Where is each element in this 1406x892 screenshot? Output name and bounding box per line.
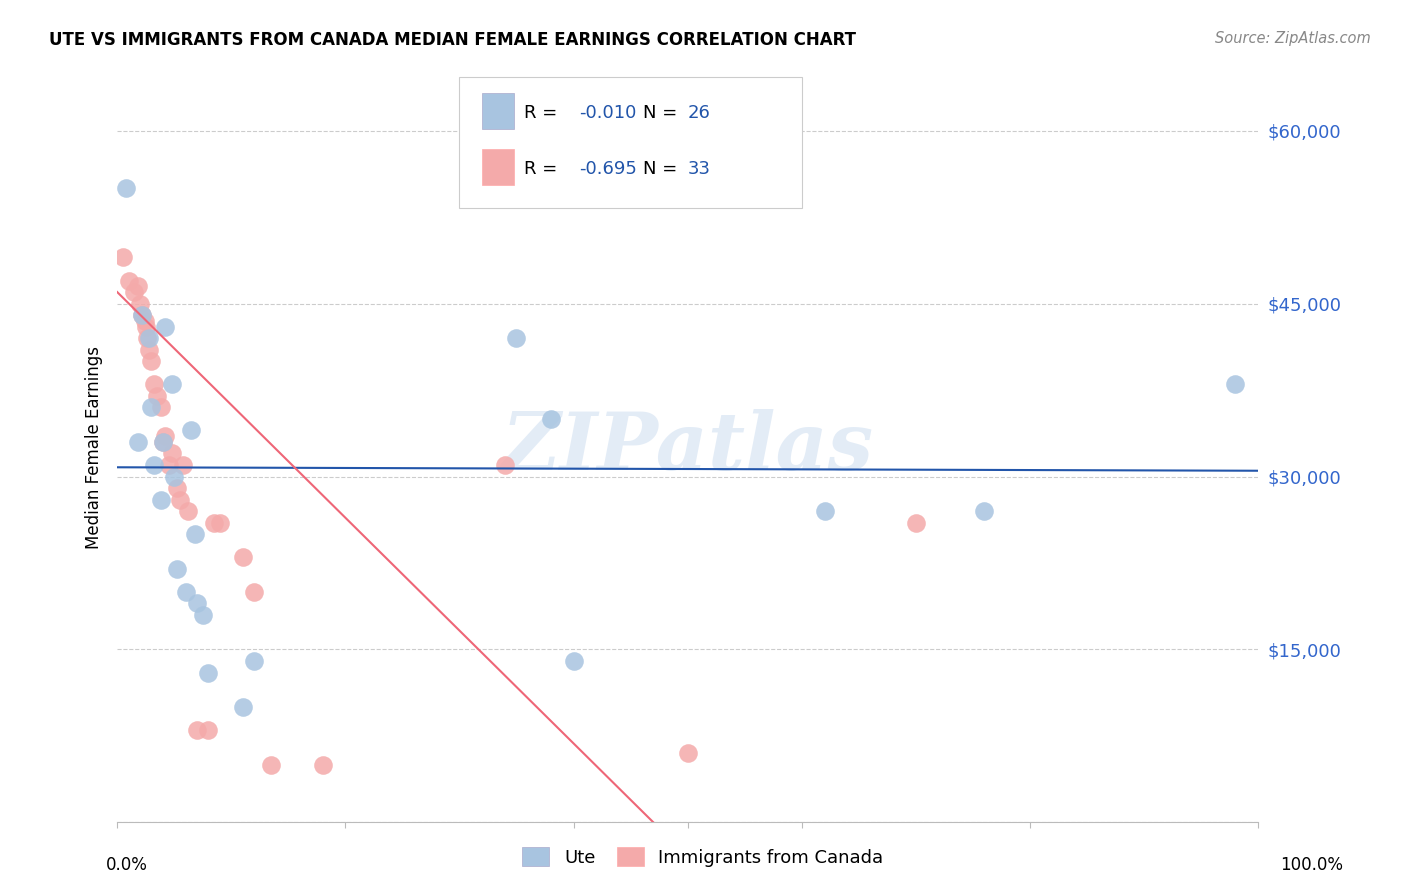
Text: 33: 33 [688, 160, 710, 178]
Point [129, 296, 152, 310]
Point [505, 331, 527, 345]
Point [177, 504, 200, 518]
Point [494, 458, 516, 472]
Point [138, 343, 160, 357]
Point [135, 319, 157, 334]
Point [191, 607, 214, 622]
Text: ZIPatlas: ZIPatlas [502, 409, 873, 486]
Point [676, 746, 699, 760]
Legend: Ute, Immigrants from Canada: Ute, Immigrants from Canada [515, 840, 891, 874]
Point [153, 429, 176, 443]
Point [197, 665, 219, 680]
Point [138, 331, 160, 345]
Point [142, 458, 165, 472]
Point [243, 584, 266, 599]
Point [232, 700, 254, 714]
Text: R =: R = [524, 103, 564, 121]
Text: N =: N = [643, 103, 683, 121]
Y-axis label: Median Female Earnings: Median Female Earnings [86, 346, 103, 549]
Text: 100.0%: 100.0% [1279, 855, 1343, 873]
Point [232, 550, 254, 565]
Point [157, 458, 180, 472]
Point [166, 481, 188, 495]
Point [117, 273, 139, 287]
Text: Source: ZipAtlas.com: Source: ZipAtlas.com [1215, 31, 1371, 46]
Point [124, 285, 146, 299]
Point [141, 354, 163, 368]
Text: N =: N = [643, 160, 683, 178]
Text: R =: R = [524, 160, 564, 178]
Point [166, 562, 188, 576]
FancyBboxPatch shape [482, 150, 515, 186]
Text: 0.0%: 0.0% [105, 855, 148, 873]
Point [904, 516, 927, 530]
Point [243, 654, 266, 668]
FancyBboxPatch shape [460, 77, 801, 208]
Point [127, 434, 149, 449]
Point [174, 584, 197, 599]
Point [260, 757, 283, 772]
Text: -0.695: -0.695 [579, 160, 637, 178]
Point [1225, 377, 1247, 392]
Point [562, 654, 585, 668]
Point [973, 504, 995, 518]
Point [146, 389, 169, 403]
Point [160, 446, 183, 460]
Point [135, 331, 157, 345]
Point [186, 596, 208, 610]
Point [149, 492, 172, 507]
Text: 26: 26 [688, 103, 710, 121]
Point [311, 757, 333, 772]
Point [152, 434, 174, 449]
Point [540, 412, 562, 426]
Point [208, 516, 231, 530]
Point [149, 401, 172, 415]
Point [141, 401, 163, 415]
Point [169, 492, 191, 507]
Point [172, 458, 194, 472]
Point [180, 423, 202, 437]
Point [127, 279, 149, 293]
Point [163, 469, 186, 483]
Text: UTE VS IMMIGRANTS FROM CANADA MEDIAN FEMALE EARNINGS CORRELATION CHART: UTE VS IMMIGRANTS FROM CANADA MEDIAN FEM… [49, 31, 856, 49]
FancyBboxPatch shape [482, 93, 515, 129]
Text: -0.010: -0.010 [579, 103, 637, 121]
Point [152, 434, 174, 449]
Point [153, 319, 176, 334]
Point [142, 377, 165, 392]
Point [202, 516, 225, 530]
Point [131, 308, 153, 322]
Point [111, 251, 134, 265]
Point [115, 181, 138, 195]
Point [197, 723, 219, 738]
Point [160, 377, 183, 392]
Point [134, 314, 156, 328]
Point [184, 527, 207, 541]
Point [131, 308, 153, 322]
Point [813, 504, 835, 518]
Point [186, 723, 208, 738]
